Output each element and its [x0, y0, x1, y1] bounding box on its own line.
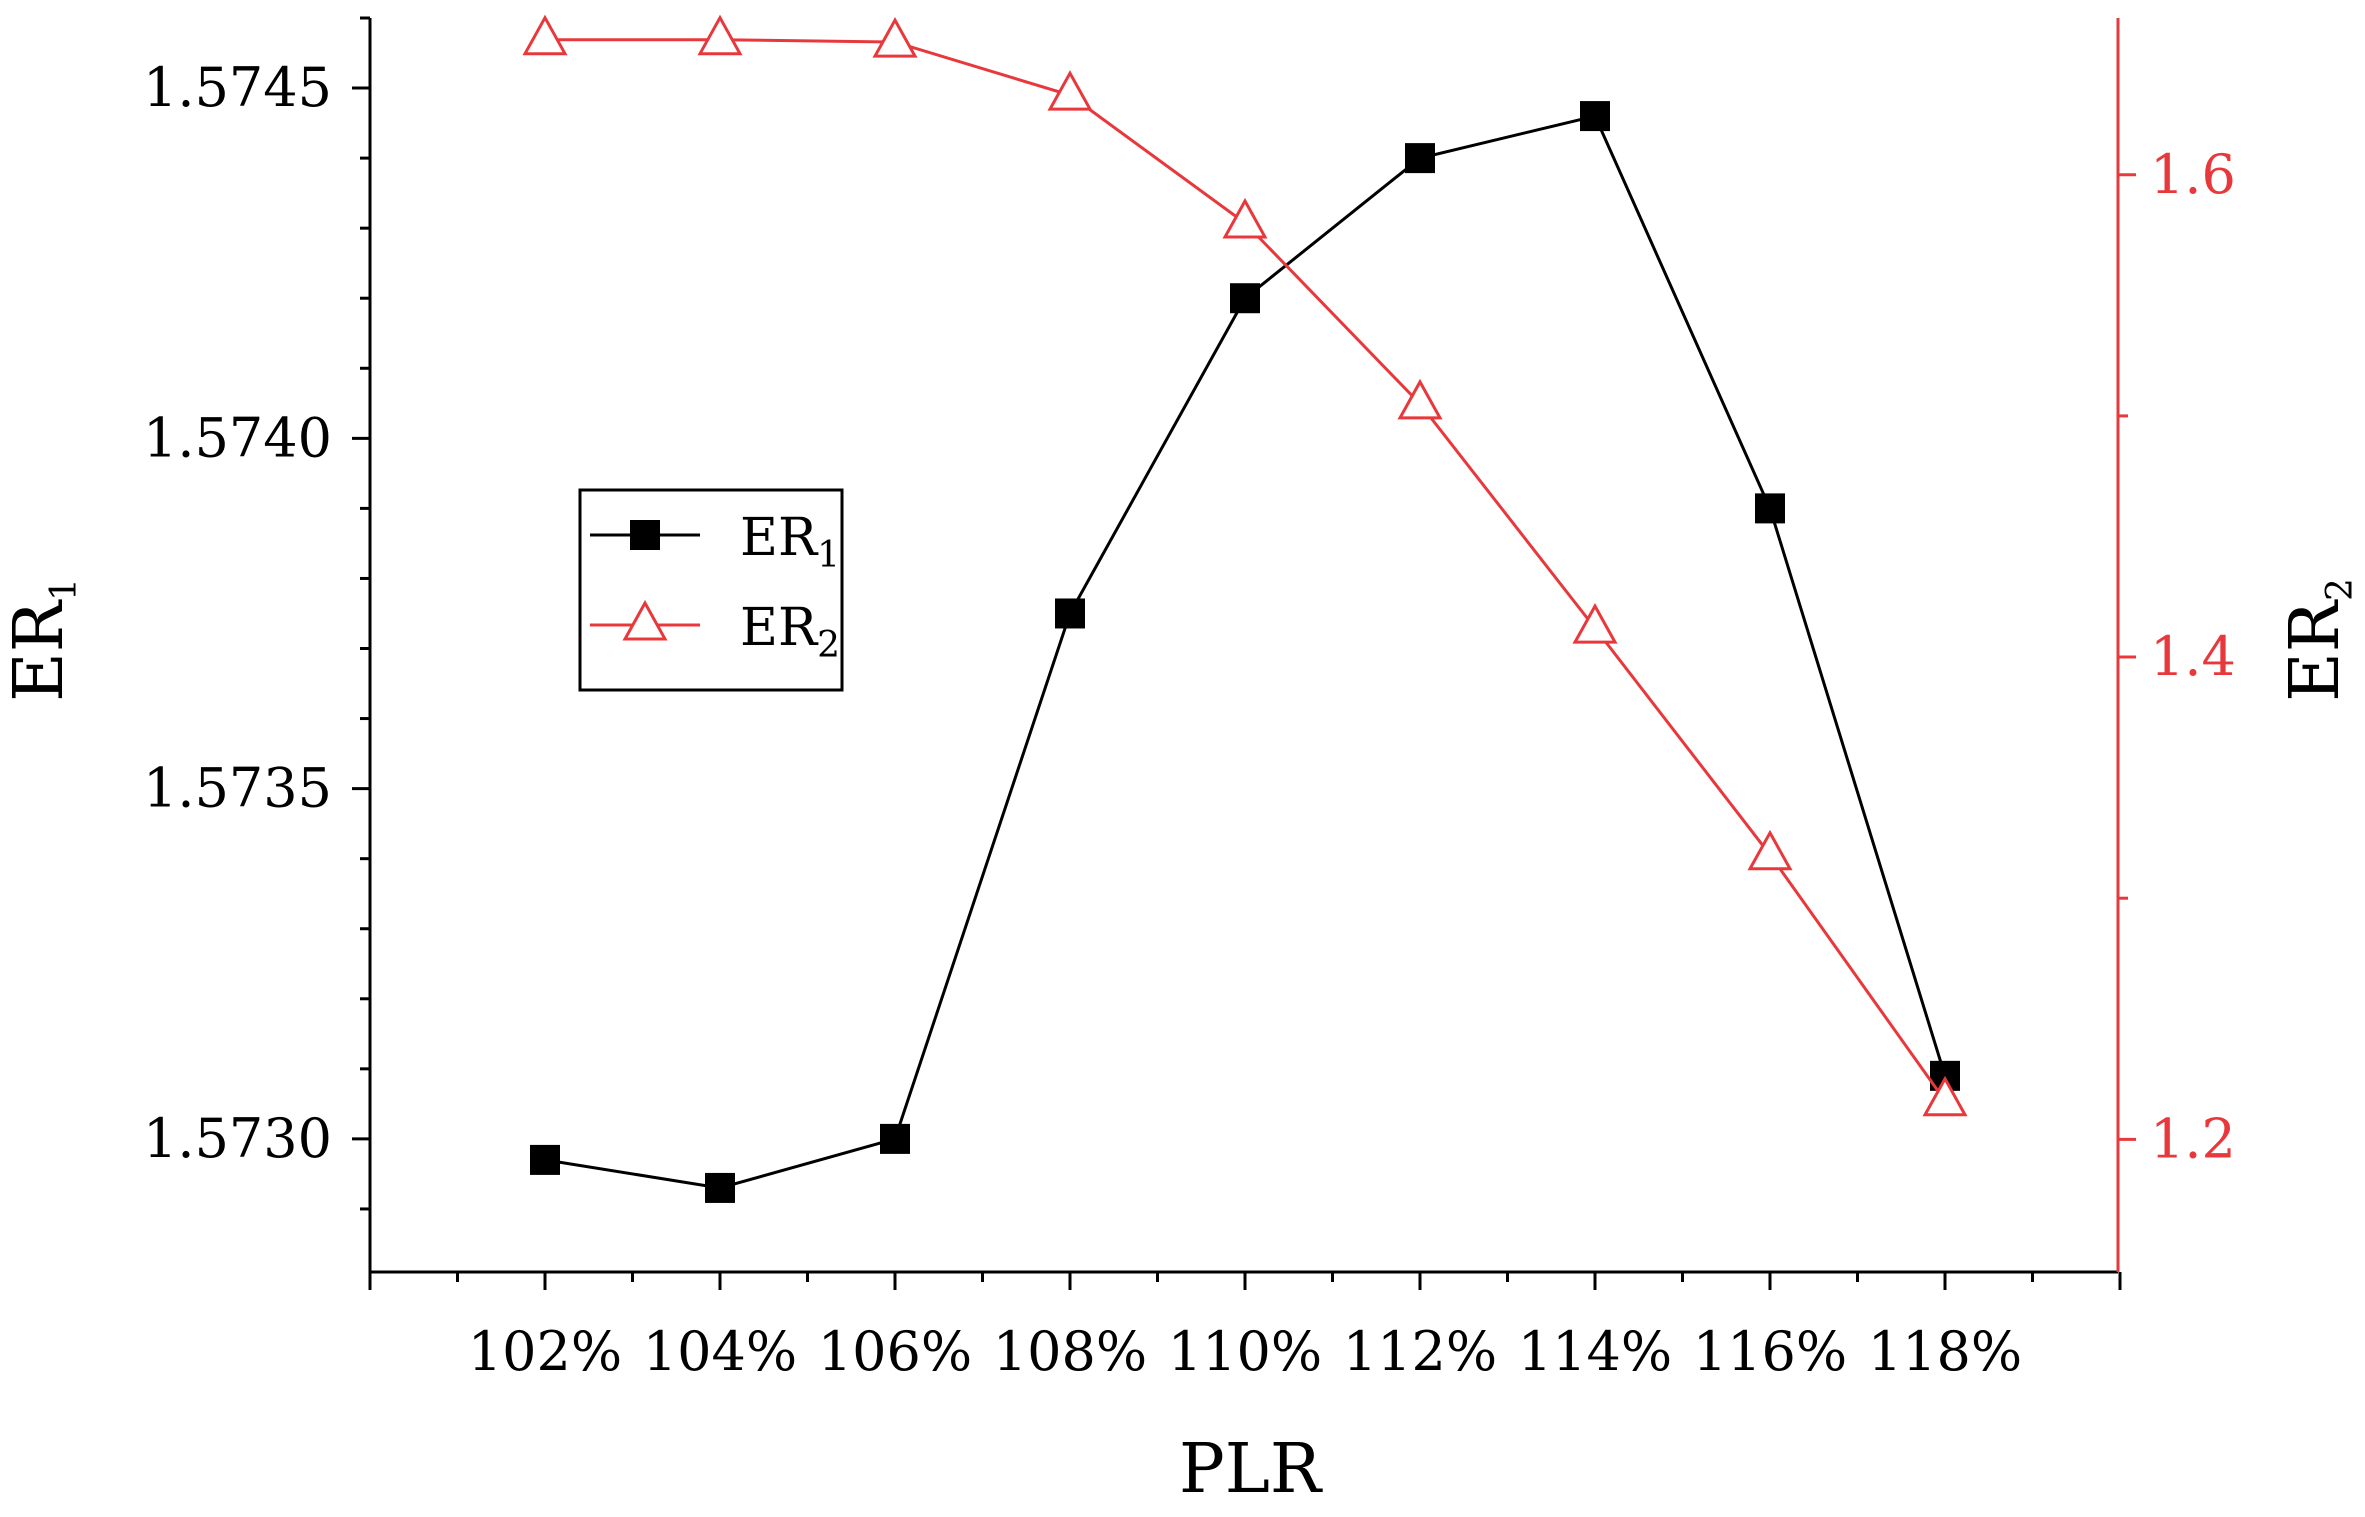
y-left-tick-label: 1.5730 [143, 1107, 332, 1170]
y-axis-left-title-main: ER [0, 599, 79, 702]
y-axis-left-title: ER1 [0, 578, 85, 702]
point-er1 [880, 1123, 910, 1154]
legend: ER1 ER2 [578, 488, 844, 692]
y-left-tick-label: 1.5735 [143, 757, 332, 820]
y-right-tick-label: 1.4 [2150, 625, 2236, 688]
legend-er2-label: ER2 [740, 598, 840, 666]
y-left-tick-label: 1.5740 [143, 406, 332, 469]
y-right-tick-label: 1.2 [2150, 1107, 2236, 1170]
y-axis-right-title: ER2 [2276, 578, 2361, 702]
x-tick-label: 116% [1693, 1320, 1847, 1383]
point-er1 [1230, 283, 1260, 314]
point-er2 [1397, 378, 1443, 420]
point-er2 [1922, 1075, 1968, 1117]
point-er1 [1055, 598, 1085, 629]
y-left-tick-label: 1.5745 [143, 56, 332, 119]
point-er1 [1580, 101, 1610, 132]
y-right-tick-label: 1.6 [2150, 143, 2236, 206]
x-tick-label: 104% [643, 1320, 797, 1383]
series-layer [522, 14, 1968, 1203]
point-er1 [530, 1144, 560, 1175]
point-er1 [705, 1172, 735, 1203]
legend-er2-label-sub: 2 [817, 625, 840, 666]
point-er2 [522, 14, 568, 56]
point-er2 [872, 17, 918, 58]
legend-er1-label-main: ER [740, 508, 819, 568]
x-axis-title: PLR [1179, 1430, 1323, 1509]
point-er1 [1405, 143, 1435, 174]
point-er2 [1572, 603, 1618, 644]
x-tick-label: 114% [1518, 1320, 1672, 1383]
tick-layer: 102% 104% 106% 108% 110% 112% 114% 116% 118% 1.57… [143, 16, 2236, 1383]
y-axis-left-title-sub: 1 [44, 578, 85, 601]
point-er2 [1047, 70, 1093, 111]
x-tick-label: 108% [993, 1320, 1147, 1383]
point-er2 [697, 14, 743, 56]
point-er2 [1747, 829, 1793, 871]
point-er2 [1222, 197, 1268, 239]
legend-er2-marker [622, 599, 668, 641]
legend-er1-marker [630, 520, 660, 550]
legend-er2-label-main: ER [740, 598, 819, 658]
x-tick-label: 112% [1343, 1320, 1497, 1383]
legend-er1-label-sub: 1 [817, 535, 840, 576]
x-tick-label: 118% [1868, 1320, 2022, 1383]
x-tick-label: 102% [468, 1320, 622, 1383]
x-tick-label: 106% [818, 1320, 972, 1383]
x-tick-label: 110% [1168, 1320, 1322, 1383]
legend-er1-label: ER1 [740, 508, 840, 576]
y-axis-right-title-main: ER [2276, 599, 2355, 702]
y-axis-right-title-sub: 2 [2320, 578, 2361, 601]
legend-box [578, 488, 844, 692]
point-er1 [1755, 493, 1785, 524]
